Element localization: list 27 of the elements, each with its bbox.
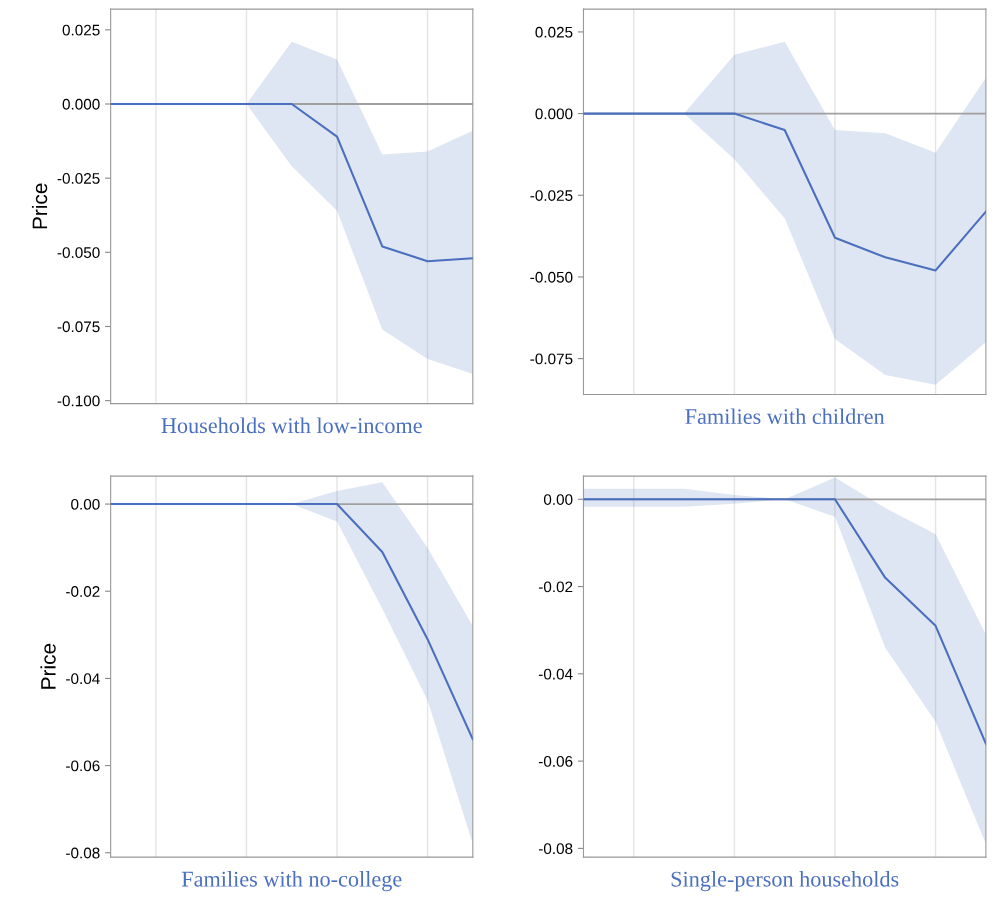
y-tick-label: -0.075 bbox=[57, 321, 100, 333]
y-tick-label: -0.06 bbox=[538, 755, 573, 767]
y-tick-label: -0.025 bbox=[57, 173, 100, 184]
y-tick-label: 0.000 bbox=[62, 98, 100, 110]
x-axis-title: Households with low-income bbox=[161, 417, 422, 434]
x-axis-title: Single-person households bbox=[671, 871, 899, 892]
y-tick-label: -0.050 bbox=[530, 271, 573, 283]
y-tick-label: -0.025 bbox=[530, 190, 573, 201]
y-tick-label: -0.04 bbox=[538, 668, 573, 680]
y-tick-label: 0.000 bbox=[535, 108, 573, 120]
y-tick-label: 0.025 bbox=[62, 24, 100, 36]
y-tick-label: -0.075 bbox=[530, 353, 573, 365]
y-tick-label: -0.02 bbox=[66, 586, 100, 597]
y-tick-label: 0.00 bbox=[543, 494, 573, 505]
y-tick-label: -0.08 bbox=[538, 843, 573, 855]
y-axis-title: Price bbox=[40, 643, 56, 689]
y-tick-label: 0.025 bbox=[535, 26, 573, 38]
y-tick-label: 0.00 bbox=[71, 498, 100, 510]
y-tick-label: -0.04 bbox=[66, 673, 100, 685]
y-tick-label: -0.100 bbox=[57, 395, 100, 407]
x-axis-title: Families with children bbox=[685, 408, 885, 425]
y-tick-label: -0.050 bbox=[57, 247, 100, 259]
y-tick-label: -0.02 bbox=[538, 581, 573, 593]
y-tick-label: -0.06 bbox=[66, 760, 100, 772]
y-axis-title: Price bbox=[31, 183, 48, 229]
y-tick-label: -0.08 bbox=[66, 847, 100, 859]
x-axis-title: Families with no-college bbox=[181, 871, 402, 892]
